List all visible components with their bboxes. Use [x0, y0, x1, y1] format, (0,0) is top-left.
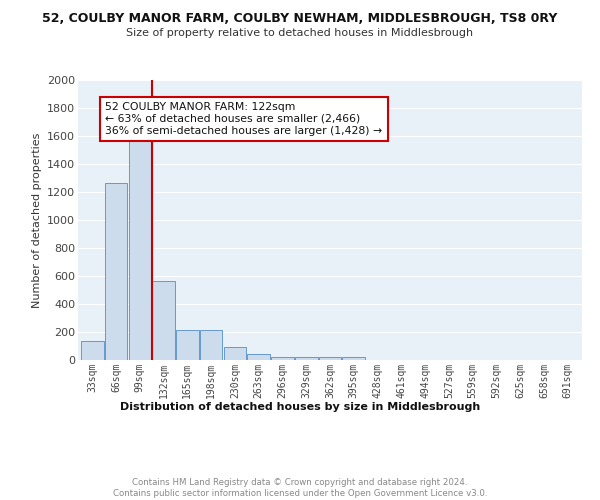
Text: 52 COULBY MANOR FARM: 122sqm
← 63% of detached houses are smaller (2,466)
36% of: 52 COULBY MANOR FARM: 122sqm ← 63% of de…: [106, 102, 382, 136]
Bar: [128, 140, 151, 360]
Text: Contains HM Land Registry data © Crown copyright and database right 2024.
Contai: Contains HM Land Registry data © Crown c…: [113, 478, 487, 498]
Bar: [343, 358, 365, 360]
Y-axis label: Number of detached properties: Number of detached properties: [32, 132, 41, 308]
Text: Distribution of detached houses by size in Middlesbrough: Distribution of detached houses by size …: [120, 402, 480, 412]
Bar: [152, 281, 175, 360]
Bar: [319, 358, 341, 360]
Bar: [224, 346, 246, 360]
Text: 52, COULBY MANOR FARM, COULBY NEWHAM, MIDDLESBROUGH, TS8 0RY: 52, COULBY MANOR FARM, COULBY NEWHAM, MI…: [43, 12, 557, 26]
Bar: [176, 330, 199, 360]
Bar: [271, 357, 294, 360]
Text: Size of property relative to detached houses in Middlesbrough: Size of property relative to detached ho…: [127, 28, 473, 38]
Bar: [81, 341, 104, 360]
Bar: [247, 354, 270, 360]
Bar: [200, 330, 223, 360]
Bar: [295, 358, 317, 360]
Bar: [105, 183, 127, 360]
